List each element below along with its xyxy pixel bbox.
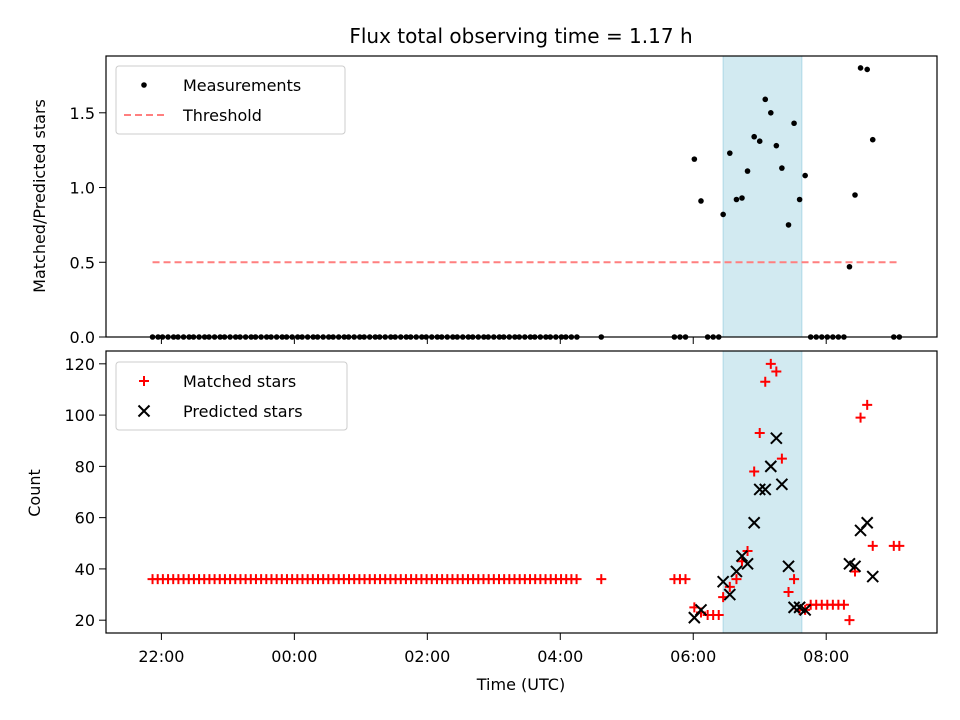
bottom-y-tick-label: 100 <box>64 406 95 425</box>
matched-star-point <box>765 358 776 369</box>
measurement-point <box>785 222 792 228</box>
predicted-star-point <box>723 588 737 601</box>
predicted-star-point <box>759 483 772 496</box>
measurement-point <box>869 136 876 143</box>
measurement-point <box>773 142 780 149</box>
measurement-point <box>751 133 757 140</box>
legend-box <box>115 361 348 431</box>
legend-marker <box>137 404 151 418</box>
predicted-star-point <box>860 516 874 529</box>
x-tick-label: 08:00 <box>803 647 849 666</box>
measurement-point <box>733 196 740 203</box>
chart-title: Flux total observing time = 1.17 h <box>349 24 692 48</box>
legend-marker <box>139 376 149 386</box>
matched-star-point <box>571 574 582 585</box>
measurement-point <box>802 172 808 179</box>
measurement-point <box>762 96 769 103</box>
x-tick-label: 04:00 <box>537 647 583 666</box>
bottom-y-tick-label: 20 <box>75 611 95 630</box>
bottom-legend: Matched stars Predicted stars <box>115 361 348 431</box>
measurement-point <box>756 138 763 144</box>
top-y-tick-label: 1.5 <box>70 104 95 123</box>
predicted-star-point <box>775 478 789 491</box>
measurement-point <box>791 120 797 127</box>
x-tick-label: 00:00 <box>271 647 317 666</box>
x-tick-label: 06:00 <box>670 647 716 666</box>
top-plot-frame <box>105 55 938 338</box>
top-y-tick-label: 0.0 <box>70 328 95 347</box>
predicted-star-point <box>848 560 862 573</box>
measurement-point <box>857 65 864 71</box>
matched-star-point <box>724 581 735 592</box>
predicted-star-point <box>798 603 812 617</box>
bottom-plot-frame <box>105 350 938 634</box>
x-tick-label: 02:00 <box>404 647 450 666</box>
measurement-point <box>864 66 870 73</box>
measurement-point <box>720 211 726 218</box>
matched-star-point <box>867 540 878 551</box>
matched-star-point <box>596 574 607 585</box>
legend-box <box>115 65 346 135</box>
matched-star-point <box>731 574 742 585</box>
x-tick-label: 22:00 <box>138 647 184 666</box>
matched-star-point <box>771 366 782 377</box>
top-y-tick-label: 1.0 <box>70 179 95 198</box>
matched-star-point <box>680 574 691 585</box>
bottom-y-tick-label: 40 <box>75 560 95 579</box>
matched-star-point <box>855 412 866 423</box>
matched-star-point <box>838 599 849 610</box>
predicted-star-point <box>716 575 730 588</box>
bottom-y-tick-label: 120 <box>64 355 95 374</box>
predicted-star-point <box>764 460 778 473</box>
predicted-star-point <box>694 603 708 617</box>
measurement-point <box>739 195 745 201</box>
predicted-star-point <box>741 557 754 570</box>
x-axis-label: Time (UTC) <box>476 675 565 694</box>
predicted-star-point <box>753 483 766 496</box>
matched-star-point <box>754 428 765 439</box>
bottom-plot: 20 40 60 80 100 120 22:00 00:00 02:00 04:00 06:00… <box>25 350 938 694</box>
matched-star-point <box>789 574 800 585</box>
legend-entry: Matched stars <box>183 372 296 391</box>
top-shaded-interval <box>722 55 803 338</box>
measurement-point <box>779 165 785 171</box>
predicted-star-point <box>747 516 761 529</box>
matched-star-point <box>862 399 873 410</box>
measurement-point <box>698 198 704 204</box>
legend-entry: Predicted stars <box>183 402 303 421</box>
measurement-point <box>744 168 751 174</box>
top-plot: 0.0 0.5 1.0 1.5 Matched/Predicted stars Mea… <box>30 55 938 347</box>
predicted-star-point <box>730 565 743 578</box>
predicted-star-point <box>782 560 795 573</box>
matched-star-point <box>760 376 771 387</box>
matched-star-point <box>783 586 794 597</box>
legend-entry: Measurements <box>183 76 301 95</box>
matched-star-point <box>894 540 905 551</box>
bottom-y-tick-label: 60 <box>75 509 95 528</box>
predicted-star-point <box>787 601 801 614</box>
predicted-star-point <box>866 570 879 583</box>
measurement-point <box>727 150 733 156</box>
predicted-star-point <box>735 549 749 563</box>
matched-star-point <box>844 615 855 626</box>
legend-marker <box>141 82 147 88</box>
measurement-point <box>691 156 698 162</box>
measurement-point <box>846 263 853 270</box>
bottom-y-axis-label: Count <box>25 469 44 517</box>
measurement-point <box>852 192 858 198</box>
matched-star-point <box>749 466 760 477</box>
top-y-axis-label: Matched/Predicted stars <box>30 99 49 293</box>
matched-star-point <box>776 453 787 464</box>
top-legend: Measurements Threshold <box>115 65 346 135</box>
bottom-y-tick-label: 80 <box>75 457 95 476</box>
predicted-star-point <box>770 431 783 445</box>
legend-entry: Threshold <box>182 106 262 125</box>
measurement-point <box>768 109 774 116</box>
matched-star-point <box>713 610 724 621</box>
top-y-tick-label: 0.5 <box>70 253 95 272</box>
measurement-point <box>796 196 803 203</box>
